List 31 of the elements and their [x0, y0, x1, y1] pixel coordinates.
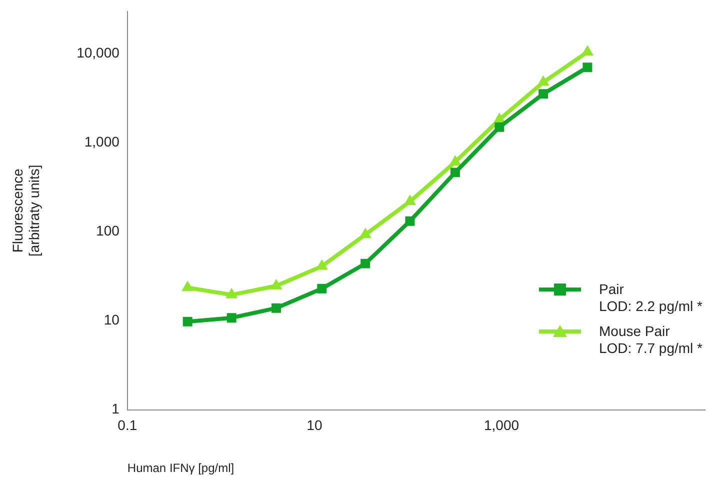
point	[538, 89, 548, 99]
point	[582, 62, 592, 72]
point	[404, 195, 416, 206]
legend-label: Mouse Pair LOD: 7.7 pg/ml *	[599, 322, 702, 357]
point	[226, 288, 238, 298]
point	[450, 155, 461, 166]
x-axis-title: Human IFNγ [pg/ml]	[127, 461, 234, 476]
y-axis-title: Fluorescence [arbitraty units]	[9, 164, 42, 257]
y-tick-label: 10,000	[76, 44, 120, 61]
x-tick-label: 0.1	[118, 417, 138, 434]
point	[270, 279, 282, 290]
y-tick-label: 1,000	[84, 134, 120, 150]
point	[405, 216, 415, 226]
point	[450, 168, 460, 178]
point	[182, 281, 194, 292]
y-tick-label: 1	[112, 400, 120, 417]
y-tick-label: 100	[96, 222, 120, 239]
point	[494, 122, 504, 132]
x-tick-label: 10	[306, 417, 322, 434]
x-tick-label: 1,000	[484, 417, 520, 434]
point	[494, 112, 506, 123]
point	[582, 45, 594, 56]
point	[226, 313, 236, 323]
y-tick-label: 10	[104, 312, 120, 328]
point	[182, 316, 192, 326]
legend-label: Pair LOD: 2.2 pg/ml *	[599, 280, 702, 315]
point	[360, 228, 372, 238]
point	[538, 76, 550, 86]
point	[317, 284, 327, 294]
point	[271, 303, 281, 313]
point	[360, 258, 370, 268]
